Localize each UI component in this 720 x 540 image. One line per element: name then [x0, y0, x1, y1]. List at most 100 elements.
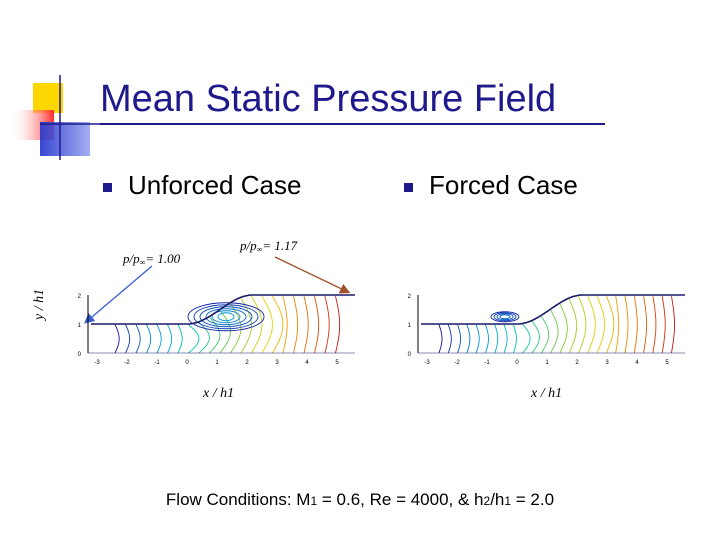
- contour-line: [531, 320, 540, 354]
- y-tick-label: 0: [78, 352, 82, 358]
- pressure-annotation-left: p/p∞= 1.00: [123, 251, 181, 267]
- y-tick-label: 2: [408, 294, 412, 300]
- contour-line: [522, 323, 531, 354]
- x-tick-label: 5: [335, 360, 339, 366]
- x-tick-label: -3: [424, 360, 430, 366]
- contour-line: [447, 324, 452, 354]
- contour-bubble: [493, 312, 517, 322]
- contour-line: [633, 296, 638, 354]
- decorative-logo: [0, 70, 110, 170]
- contour-line: [230, 303, 242, 354]
- contour-line: [512, 324, 517, 354]
- contour-line: [303, 296, 309, 354]
- contour-line: [485, 324, 489, 354]
- contour-line: [335, 296, 341, 354]
- y-tick-label: 1: [408, 323, 412, 329]
- contour-line: [114, 324, 120, 354]
- contour-bubble: [496, 313, 514, 321]
- contour-line: [494, 324, 499, 354]
- x-tick-label: -1: [484, 360, 490, 366]
- contour-bubble: [199, 306, 253, 328]
- bullet-marker: [404, 183, 413, 192]
- contour-line: [251, 295, 263, 354]
- y-tick-label: 1: [78, 323, 82, 329]
- contour-line: [596, 296, 606, 354]
- contour-line: [324, 296, 330, 354]
- bullet-unforced-case: Unforced Case: [128, 170, 302, 200]
- x-tick-label: 3: [275, 360, 279, 366]
- contour-line: [167, 324, 173, 354]
- contour-line: [261, 295, 273, 354]
- contour-line: [219, 310, 231, 354]
- unforced-contour-plot: 2 1 0 -3 -2 -1 0 1 2 3 4 5: [78, 294, 355, 366]
- contour-line: [652, 296, 657, 354]
- contour-line: [624, 296, 629, 354]
- contour-line: [587, 296, 596, 354]
- x-tick-label: -2: [454, 360, 460, 366]
- contour-line: [568, 298, 578, 354]
- arrow-right: [274, 256, 351, 294]
- x-tick-label: 0: [185, 360, 189, 366]
- wall-profile: [421, 294, 685, 325]
- contour-line: [540, 315, 550, 354]
- contour-line: [282, 296, 288, 354]
- forced-contour-plot: 2 1 0 -3 -2 -1 0 1 2 3 4 5: [408, 294, 685, 366]
- x-axis-label-unforced: x / h1: [203, 386, 235, 401]
- contour-line: [578, 296, 587, 354]
- contour-line: [198, 321, 210, 354]
- x-tick-label: 2: [245, 360, 249, 366]
- contour-line: [135, 324, 141, 354]
- wall-profile: [91, 294, 355, 325]
- contour-bubble: [205, 308, 247, 326]
- contour-line: [146, 324, 152, 354]
- x-axis-label-forced: x / h1: [531, 386, 563, 401]
- contour-line: [550, 309, 559, 354]
- contour-line: [438, 324, 443, 354]
- contour-line: [559, 303, 568, 354]
- contour-line: [615, 296, 620, 354]
- x-tick-label: 4: [305, 360, 309, 366]
- contour-line: [643, 296, 648, 354]
- title-underline: [100, 123, 605, 125]
- contour-line: [293, 296, 299, 354]
- arrow-left: [84, 265, 153, 324]
- contour-line: [209, 316, 221, 354]
- x-tick-label: 3: [605, 360, 609, 366]
- contour-line: [272, 295, 284, 354]
- x-tick-label: 1: [545, 360, 549, 366]
- y-axis-label: y / h1: [32, 288, 47, 320]
- contour-line: [466, 324, 471, 354]
- x-tick-label: 1: [215, 360, 219, 366]
- y-tick-label: 0: [408, 352, 412, 358]
- contour-line: [314, 296, 320, 354]
- flow-conditions: Flow Conditions: M1 = 0.6, Re = 4000, & …: [165, 490, 555, 509]
- contour-bubble: [211, 310, 241, 324]
- bullet-forced-case: Forced Case: [429, 170, 578, 200]
- contour-bubble: [217, 312, 235, 322]
- contour-line: [661, 296, 666, 354]
- y-tick-label: 2: [78, 294, 82, 300]
- x-tick-label: 2: [575, 360, 579, 366]
- contour-bubble: [187, 302, 265, 332]
- contour-line: [125, 324, 131, 354]
- slide-title: Mean Static Pressure Field: [100, 78, 557, 120]
- x-tick-label: 0: [515, 360, 519, 366]
- contour-line: [503, 324, 508, 354]
- contour-line: [605, 296, 615, 354]
- x-tick-label: -1: [154, 360, 160, 366]
- contour-line: [671, 296, 675, 354]
- contour-line: [457, 324, 462, 354]
- contour-line: [156, 324, 162, 354]
- x-tick-label: 4: [635, 360, 639, 366]
- contour-bubble: [499, 314, 511, 320]
- contour-line: [188, 324, 200, 354]
- x-tick-label: -2: [124, 360, 130, 366]
- pressure-annotation-right: p/p∞= 1.17: [240, 238, 298, 254]
- x-tick-label: 5: [665, 360, 669, 366]
- bullet-marker: [103, 183, 112, 192]
- contour-line: [177, 324, 183, 354]
- contour-bubble: [490, 311, 520, 323]
- contour-line: [475, 324, 480, 354]
- x-tick-label: -3: [94, 360, 100, 366]
